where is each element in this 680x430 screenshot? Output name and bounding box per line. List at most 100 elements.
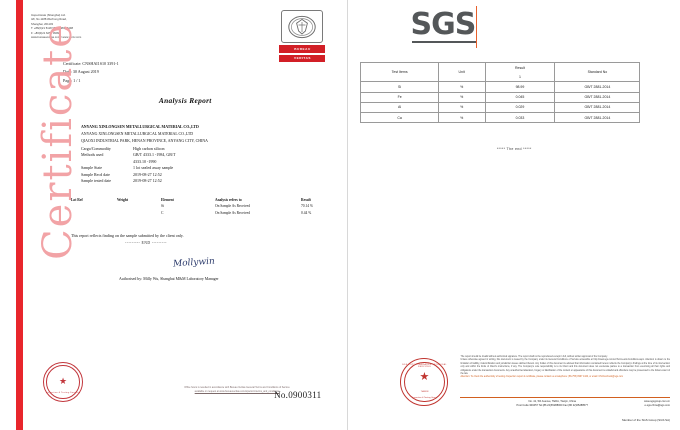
field-value: 2019-08-27 12:52 (133, 171, 162, 177)
issuer-address-line: www.bureauveritas.com / www.cn.bv.com (31, 35, 82, 39)
sgs-end-marker: ***** The end ***** (496, 147, 532, 151)
seal-bottom-text: Inspection & Testing Services (45, 392, 81, 394)
seal-arc-text: SGS-CSTC STANDARDS TECHNICAL SERVICES (402, 364, 447, 368)
certificate-watermark: Certificate (34, 22, 81, 260)
cell-refers: On Sample As Received (215, 204, 251, 209)
cell-unit: % (437, 81, 486, 93)
table-row: Al % 0.029 GB/T 2881-2014 (360, 101, 641, 113)
cell-unit: % (437, 91, 486, 103)
sgs-address-block: No. 41, 5th Avenue, TEDA, Tianjin, China… (460, 400, 670, 409)
red-side-bar (16, 0, 23, 430)
seal-inner-ring (404, 361, 445, 403)
bureau-veritas-logo: BUREAU VERITAS (279, 10, 326, 63)
shield-icon (281, 10, 324, 43)
website-link[interactable]: www.sgsgroup.com.cn (644, 400, 670, 403)
footnote-link[interactable]: available on request at www.bureauverita… (194, 389, 280, 393)
cell-unit: % (437, 101, 486, 113)
issuer-address-line: T: +86(0)21 5118 9800, 8806 5498 (31, 27, 73, 31)
sgs-logo-underline (412, 40, 477, 43)
bv-brand-line-2: VERITAS (279, 54, 326, 63)
column-header-unit: Unit (437, 61, 486, 83)
column-header-test-items: Test Items (360, 61, 439, 83)
sgs-logo-tick (476, 6, 478, 48)
issuer-address-block: Inspectorate (Shanghai) Ltd. 4/F, No.118… (31, 14, 81, 40)
signature: Mollywin (172, 256, 216, 270)
field-row: 4333.10 -1990 (81, 159, 175, 165)
issuer-address-line: Shanghai, 201103 (31, 22, 54, 26)
company-name-line: ANYANG XINLONGSEN METALLURGICAL MATERIAL… (81, 125, 199, 129)
seal-mid-text: TIANJIN (420, 391, 429, 393)
table-row: Ca % 0.033 GB/T 2881-2014 (360, 111, 641, 124)
cell-result: 0.033 (484, 111, 556, 124)
certificate-results-table: Lot Ref Weight Element Analysis refers t… (71, 197, 325, 216)
address-line: Post Code:300457 Tel:(86 22)65288000 Fax… (516, 404, 588, 408)
field-value: 2019-08-27 12:52 (133, 178, 162, 184)
cell-test-item: Si (360, 81, 439, 93)
certificate-footnote: Office hours is resulted in accordance w… (173, 386, 301, 394)
field-value: 4333.10 -1990 (133, 158, 157, 164)
column-header-result: Result (484, 62, 556, 73)
column-header: Analysis refers to (215, 198, 242, 202)
field-row: Cargo/Commodity High carbon silicon (81, 146, 175, 152)
email-link[interactable]: e-sgs.china@sgs.com (644, 404, 670, 408)
cell-result: 98.99 (484, 81, 556, 93)
address-center: No. 41, 5th Avenue, TEDA, Tianjin, China… (460, 400, 644, 409)
address-contact: www.sgsgroup.com.cn e-sgs.china@sgs.com (644, 400, 670, 409)
issuer-address-line: 4/F, No.1188 Wuzhong Road, (31, 18, 67, 22)
end-marker: --------- END --------- (125, 241, 167, 245)
field-label: Sample State (81, 165, 102, 171)
column-header: Lot Ref (71, 198, 83, 202)
cell-test-item: Ca (360, 111, 439, 124)
field-value: High carbon silicon (133, 146, 165, 151)
column-header: Weight (117, 198, 128, 202)
seal-inner-ring (46, 365, 80, 399)
result-subheader: 1 (484, 72, 556, 83)
legal-attention: Attention: To check the authenticity of … (460, 376, 623, 379)
sgs-seal-stamp: SGS-CSTC STANDARDS TECHNICAL SERVICES ★ … (400, 358, 449, 406)
certificate-number-line: Certificate: CNSHAI1S10 3391-1 (63, 61, 119, 66)
sgs-results-table: Test Items Unit Result Standard No 1 Si … (360, 61, 641, 124)
star-icon: ★ (419, 371, 430, 383)
certificate-meta: Certificate: CNSHAI1S10 3391-1 Date: 30 … (63, 60, 119, 85)
bureau-veritas-certificate: Inspectorate (Shanghai) Ltd. 4/F, No.118… (16, 0, 349, 430)
field-row: Methods used GB/T 4333.1 -1984, GB/T (81, 152, 175, 158)
certificate-page-line: Page: 1 / 1 (63, 77, 81, 83)
cell-weight (117, 210, 161, 216)
footer-divider (460, 397, 670, 398)
company-address-line: QIAOXI INDUSTRIAL PARK, HENAN PROVINCE, … (81, 138, 208, 143)
field-row: Sample tested date 2019-08-27 12:52 (81, 178, 175, 184)
field-value: GB/T 4333.1 -1984, GB/T (133, 152, 176, 158)
table-row: C On Sample As Received 0.44 % (71, 210, 325, 216)
report-note: This report reflects finding on the samp… (71, 233, 184, 238)
page-title: Analysis Report (158, 96, 212, 105)
table-row: Si On Sample As Received 70.14 % (71, 203, 325, 209)
cell-standard: GB/T 2881-2014 (554, 91, 641, 103)
inspectorate-seal-stamp: ★ Inspection & Testing Services (43, 362, 83, 402)
certificate-body: Inspectorate (Shanghai) Ltd. 4/F, No.118… (23, 0, 348, 430)
issuer-address-line: F: +86(0)21 6252 0999 (31, 31, 59, 35)
footnote-line: Office hours is resulted in accordance w… (184, 385, 290, 389)
field-value: 1 lot sealed assay sample (133, 165, 174, 171)
cell-result: 0.029 (484, 101, 556, 113)
certificate-date-line: Date: 30 August 2019 (63, 69, 99, 75)
legal-paragraph: Unless otherwise agreed in writing, this… (460, 359, 670, 376)
sgs-member-line: Member of the SGS Group (SGS SA) (622, 418, 670, 422)
sgs-footer: SGS-CSTC STANDARDS TECHNICAL SERVICES ★ … (348, 352, 680, 430)
authorised-by: Authorised by: Milly Wu, Shanghai M&M La… (119, 277, 219, 281)
address-line: No. 41, 5th Avenue, TEDA, Tianjin, China (528, 400, 577, 403)
company-name-line: ANYANG XINLONGSEN METALLURGICAL MATERIAL… (81, 131, 194, 136)
table-header-row: Lot Ref Weight Element Analysis refers t… (71, 197, 325, 203)
cell-result: 70.14 % (301, 204, 313, 209)
sgs-legal-text: The report should be invalid without aut… (460, 356, 670, 380)
cell-standard: GB/T 2881-2014 (554, 101, 641, 113)
client-company-block: ANYANG XINLONGSEN METALLURGICAL MATERIAL… (81, 124, 208, 144)
field-label: Methods used (81, 152, 104, 158)
sgs-test-report: SGS Lab Reference No.:MNT190693OTJ SGS R… (348, 0, 680, 430)
cell-element: Si (161, 204, 164, 209)
cell-unit: % (437, 111, 486, 124)
certificate-fields: Cargo/Commodity High carbon silicon Meth… (81, 146, 175, 185)
cell-lot (71, 210, 117, 216)
field-label: Sample tested date (81, 178, 111, 184)
sgs-logo-text: SGS (410, 7, 476, 42)
